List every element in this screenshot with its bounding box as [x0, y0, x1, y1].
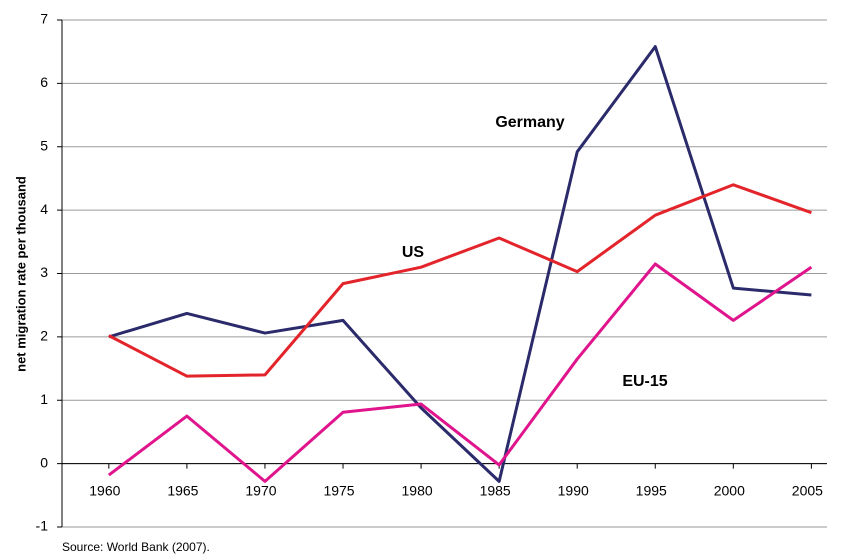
x-tick-label: 1985 [480, 482, 511, 498]
y-tick-label: 3 [40, 264, 48, 280]
y-tick-label: 6 [40, 74, 48, 90]
series-line [108, 183, 812, 378]
series-label: EU-15 [622, 373, 667, 390]
y-tick-label: 2 [40, 328, 48, 344]
series-label: US [402, 244, 425, 261]
x-tick-label: 1965 [167, 482, 198, 498]
series-line [107, 262, 813, 483]
x-tick-label: 1990 [558, 482, 589, 498]
x-tick-label: 2000 [714, 482, 745, 498]
y-tick-label: 7 [40, 11, 48, 27]
x-tick-label: 1975 [323, 482, 354, 498]
y-tick-label: 1 [40, 391, 48, 407]
y-tick-label: 5 [40, 137, 48, 153]
series-line [108, 45, 812, 483]
y-tick-label: 4 [40, 201, 48, 217]
x-tick-label: 2005 [792, 482, 823, 498]
y-tick-label: 0 [40, 454, 48, 470]
y-axis-label: net migration rate per thousand [13, 176, 28, 372]
x-tick-label: 1980 [402, 482, 433, 498]
x-tick-label: 1960 [89, 482, 120, 498]
x-tick-label: 1970 [245, 482, 276, 498]
y-tick-label: -1 [36, 518, 49, 534]
series-label: Germany [495, 114, 564, 131]
x-tick-label: 1995 [636, 482, 667, 498]
source: Source: World Bank (2007). [62, 540, 210, 554]
